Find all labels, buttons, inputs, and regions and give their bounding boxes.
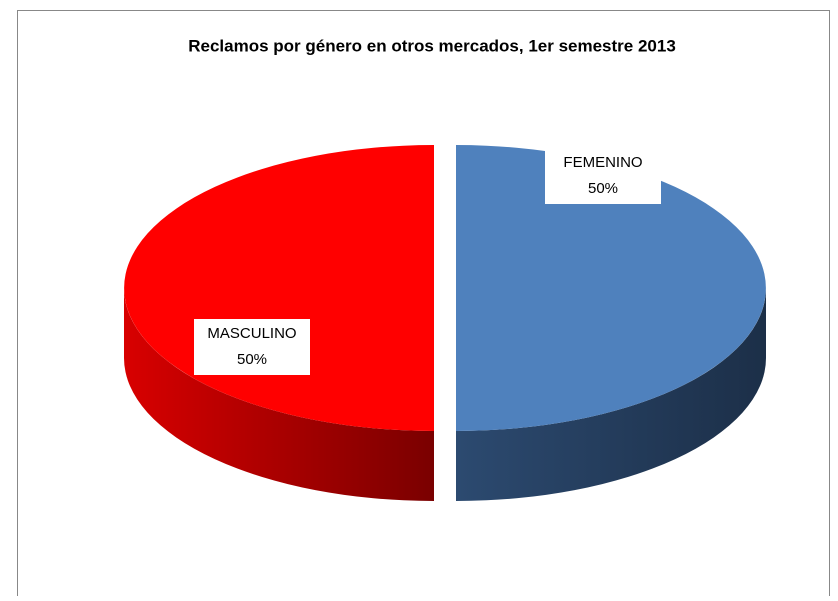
slice-side <box>124 288 434 501</box>
slice <box>456 145 766 431</box>
data-label-value: 50% <box>237 351 267 368</box>
chart-title: Reclamos por género en otros mercados, 1… <box>188 36 676 55</box>
data-label-box <box>545 148 661 204</box>
data-label-value: 50% <box>588 180 618 197</box>
slice-side <box>456 288 766 501</box>
data-label-category: MASCULINO <box>207 325 296 342</box>
data-label-category: FEMENINO <box>563 154 642 171</box>
data-label-box <box>194 319 310 375</box>
